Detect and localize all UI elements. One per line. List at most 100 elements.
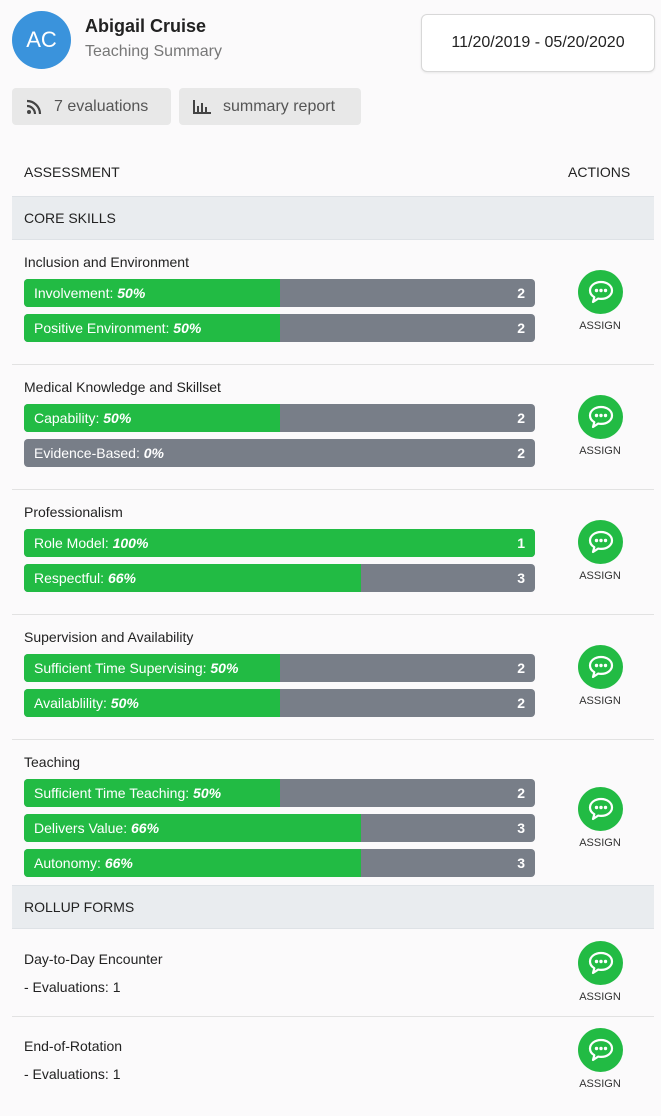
criterion-count: 3 (517, 855, 525, 871)
assign-icon-button[interactable] (578, 941, 623, 985)
rollup-form-title: End-of-Rotation (24, 1038, 123, 1054)
rollup-form-evaluations: - Evaluations: 1 (24, 1066, 121, 1082)
criterion-count: 2 (517, 695, 525, 711)
assign-label: ASSIGN (579, 837, 621, 849)
assessment-category-row: Supervision and Availability Sufficient T… (12, 615, 654, 740)
rollup-form-row: End-of-Rotation - Evaluations: 1 ASSIGN (12, 1017, 654, 1104)
criterion-percent: 50% (193, 785, 222, 801)
rss-feed-icon (26, 99, 42, 114)
criterion-percent: 50% (117, 285, 146, 301)
criterion-percent: 50% (103, 410, 132, 426)
column-header-assessment: ASSESSMENT (24, 164, 120, 180)
criterion-count: 2 (517, 660, 525, 676)
summary-report-chip[interactable]: summary report (179, 88, 361, 125)
criterion-name: Capability: (34, 410, 100, 426)
assign-button[interactable]: ASSIGN (578, 270, 623, 332)
page-subtitle: Teaching Summary (85, 43, 222, 60)
score-bar-fill (24, 814, 362, 842)
assign-button[interactable]: ASSIGN (578, 520, 623, 582)
criterion-name: Autonomy: (34, 855, 101, 871)
score-bar-label: Sufficient Time Supervising: 50% (34, 654, 238, 682)
assessment-category-row: Medical Knowledge and Skillset Capability… (12, 365, 654, 490)
criterion-name: Sufficient Time Teaching: (34, 785, 190, 801)
assign-label: ASSIGN (579, 1078, 621, 1090)
score-bar-fill (24, 849, 362, 877)
score-bar-label: Positive Environment: 50% (34, 314, 201, 342)
criterion-percent: 0% (143, 445, 164, 461)
category-title: Inclusion and Environment (24, 254, 189, 270)
score-bar: Availablility: 50% 2 (24, 689, 535, 717)
score-bar-fill (24, 689, 280, 717)
rollup-form-title: Day-to-Day Encounter (24, 951, 163, 967)
score-bar-label: Availablility: 50% (34, 689, 139, 717)
chat-bubble-icon (588, 951, 613, 975)
date-range-picker[interactable]: 11/20/2019 - 05/20/2020 (421, 14, 655, 72)
criterion-count: 2 (517, 320, 525, 336)
criterion-percent: 66% (107, 570, 136, 586)
assign-button[interactable]: ASSIGN (578, 1028, 623, 1090)
evaluations-chip[interactable]: 7 evaluations (12, 88, 171, 125)
assign-label: ASSIGN (579, 320, 621, 332)
criterion-name: Involvement: (34, 285, 114, 301)
score-bar: Positive Environment: 50% 2 (24, 314, 535, 342)
score-bar: Capability: 50% 2 (24, 404, 535, 432)
score-bar-label: Role Model: 100% (34, 529, 148, 557)
assign-button[interactable]: ASSIGN (578, 395, 623, 457)
assign-icon-button[interactable] (578, 645, 623, 689)
criterion-percent: 50% (110, 695, 139, 711)
score-bar-fill (24, 279, 280, 307)
score-bar-label: Involvement: 50% (34, 279, 145, 307)
chat-bubble-icon (588, 405, 613, 429)
score-bar-fill (24, 564, 362, 592)
assign-icon-button[interactable] (578, 1028, 623, 1072)
criterion-percent: 66% (104, 855, 133, 871)
assign-label: ASSIGN (579, 695, 621, 707)
assign-label: ASSIGN (579, 570, 621, 582)
score-bar: Role Model: 100% 1 (24, 529, 535, 557)
assign-icon-button[interactable] (578, 787, 623, 831)
score-bar-fill (24, 314, 280, 342)
assign-button[interactable]: ASSIGN (578, 787, 623, 849)
section-header-rollup-forms: ROLLUP FORMS (12, 885, 654, 929)
assign-icon-button[interactable] (578, 270, 623, 314)
criterion-count: 3 (517, 570, 525, 586)
score-bar: Evidence-Based: 0% 2 (24, 439, 535, 467)
assign-button[interactable]: ASSIGN (578, 941, 623, 1003)
chat-bubble-icon (588, 655, 613, 679)
score-bar: Sufficient Time Teaching: 50% 2 (24, 779, 535, 807)
bar-chart-icon (193, 99, 211, 114)
score-bar-label: Autonomy: 66% (34, 849, 133, 877)
score-bar-fill (24, 779, 280, 807)
score-bar: Delivers Value: 66% 3 (24, 814, 535, 842)
assessment-category-row: Inclusion and Environment Involvement: 50… (12, 240, 654, 365)
category-title: Teaching (24, 754, 81, 770)
assessment-category-row: Teaching Sufficient Time Teaching: 50% 2 De… (12, 740, 654, 900)
category-title: Medical Knowledge and Skillset (24, 379, 221, 395)
criterion-name: Availablility: (34, 695, 107, 711)
criterion-name: Positive Environment: (34, 320, 170, 336)
chat-bubble-icon (588, 1038, 613, 1062)
score-bar: Sufficient Time Supervising: 50% 2 (24, 654, 535, 682)
chat-bubble-icon (588, 280, 613, 304)
score-bar-fill (24, 404, 280, 432)
assign-label: ASSIGN (579, 445, 621, 457)
criterion-count: 2 (517, 785, 525, 801)
score-bar: Involvement: 50% 2 (24, 279, 535, 307)
assign-icon-button[interactable] (578, 395, 623, 439)
chat-bubble-icon (588, 797, 613, 821)
section-header-core-skills: CORE SKILLS (12, 196, 654, 240)
score-bar: Respectful: 66% 3 (24, 564, 535, 592)
criterion-count: 2 (517, 445, 525, 461)
score-bar-label: Respectful: 66% (34, 564, 136, 592)
criterion-name: Evidence-Based: (34, 445, 140, 461)
profile-header: AC Abigail Cruise Teaching Summary 11/20… (0, 0, 661, 84)
avatar: AC (12, 11, 71, 69)
assign-button[interactable]: ASSIGN (578, 645, 623, 707)
score-bar-label: Sufficient Time Teaching: 50% (34, 779, 221, 807)
criterion-percent: 50% (210, 660, 239, 676)
criterion-name: Respectful: (34, 570, 105, 586)
assign-icon-button[interactable] (578, 520, 623, 564)
criterion-percent: 50% (173, 320, 202, 336)
profile-name: Abigail Cruise (85, 16, 207, 36)
score-bar: Autonomy: 66% 3 (24, 849, 535, 877)
